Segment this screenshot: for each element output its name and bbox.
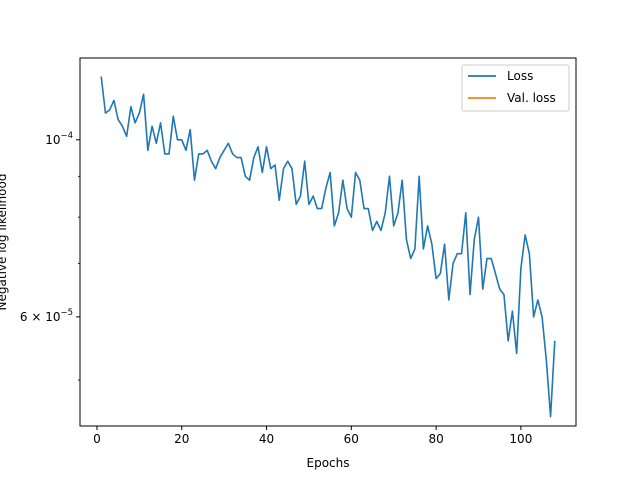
x-tick-label: 0 <box>93 432 101 446</box>
legend: Loss Val. loss <box>461 64 570 112</box>
y-axis-ticks: 10−4 6 × 10−5 <box>20 131 80 381</box>
x-tick-label: 40 <box>259 432 274 446</box>
x-tick-label: 100 <box>509 432 532 446</box>
series-layer <box>100 76 556 418</box>
y-tick-label: 10−4 <box>45 131 73 147</box>
x-tick-label: 80 <box>428 432 443 446</box>
x-axis-ticks: 0 20 40 60 80 100 <box>93 426 532 446</box>
series-line-loss <box>100 76 556 418</box>
x-tick-label: 20 <box>174 432 189 446</box>
x-axis-label: Epochs <box>307 456 350 470</box>
legend-label: Loss <box>507 69 533 83</box>
x-tick-label: 60 <box>344 432 359 446</box>
plot-area-frame <box>79 57 577 427</box>
axes-frame <box>79 57 577 427</box>
y-axis-label: Negative log likelihood <box>0 174 9 311</box>
legend-label: Val. loss <box>507 91 556 105</box>
y-tick-label: 6 × 10−5 <box>20 308 73 324</box>
